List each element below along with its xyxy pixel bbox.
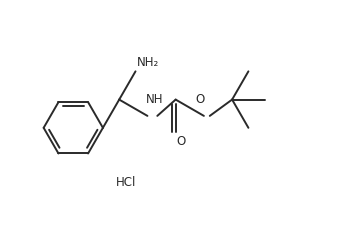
Text: NH₂: NH₂ bbox=[137, 56, 159, 69]
Text: O: O bbox=[195, 93, 205, 106]
Text: NH: NH bbox=[145, 93, 163, 106]
Text: HCl: HCl bbox=[116, 176, 136, 189]
Text: O: O bbox=[177, 135, 186, 148]
